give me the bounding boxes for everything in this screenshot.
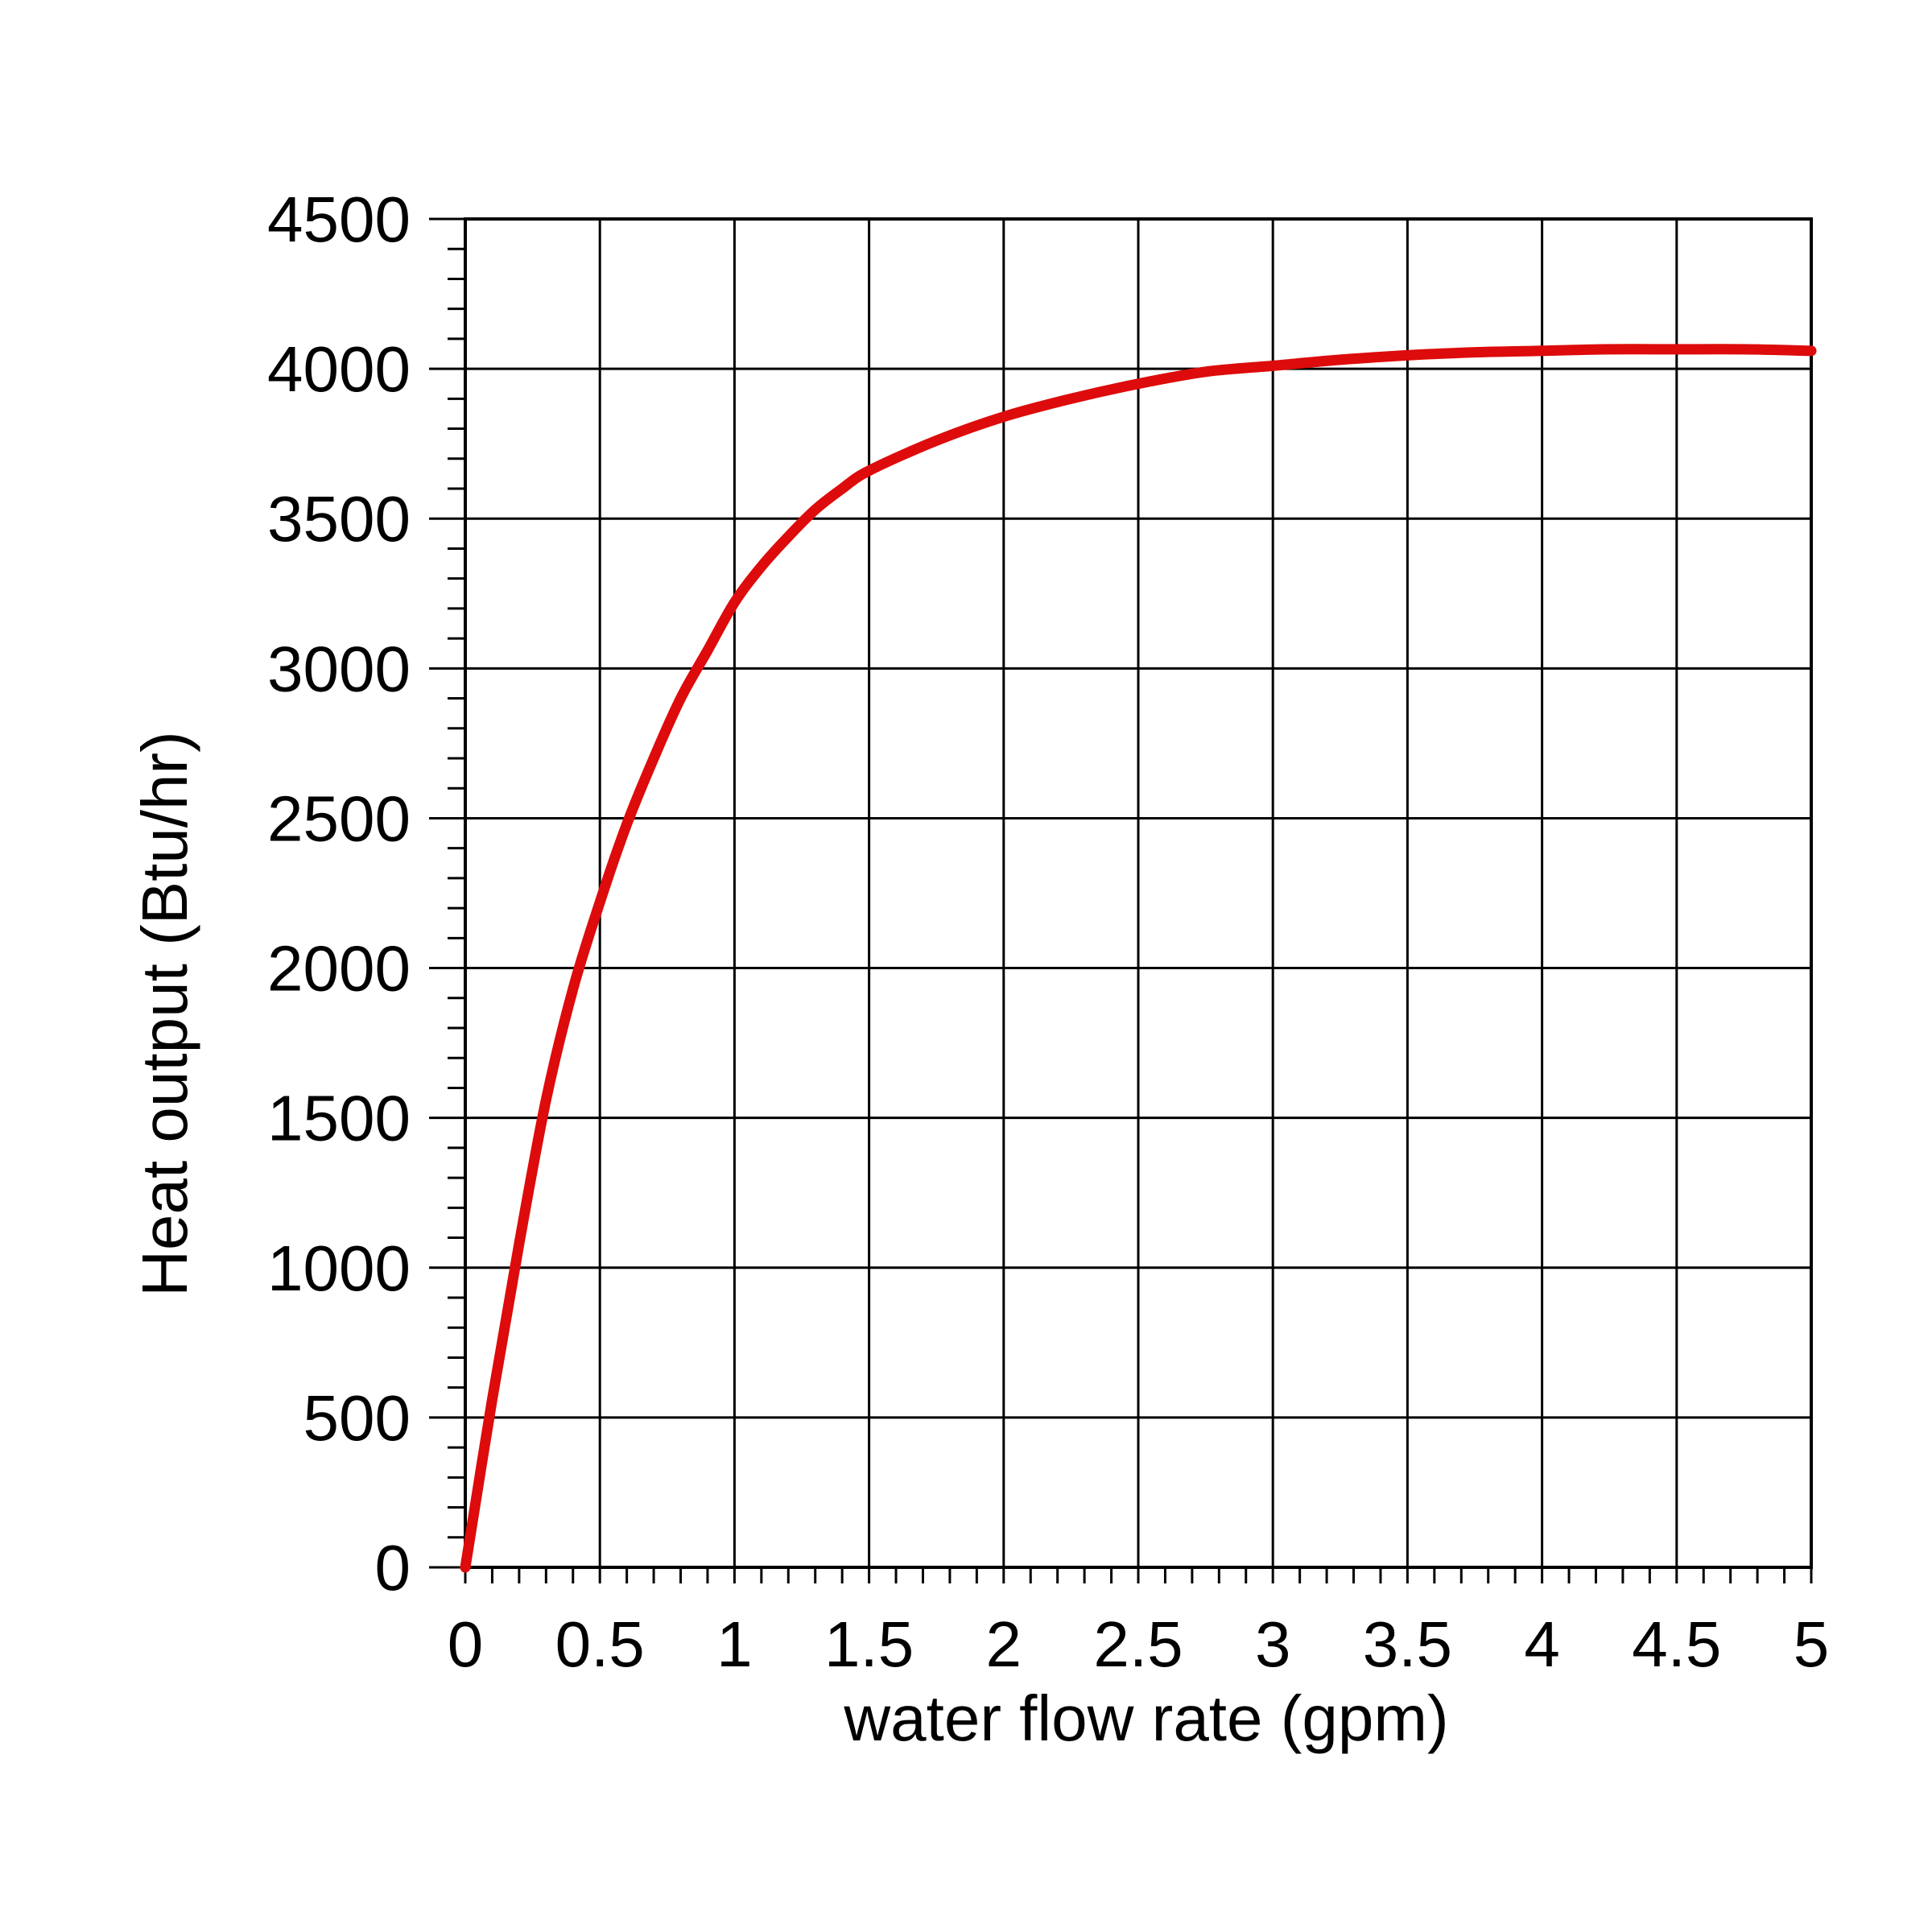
y-tick-label: 2000 <box>267 933 411 1005</box>
y-tick-label: 3500 <box>267 483 411 555</box>
plot-frame <box>464 217 1813 1569</box>
x-tick-label: 2.5 <box>1093 1608 1183 1680</box>
y-axis-title: Heat output (Btu/hr) <box>129 731 200 1297</box>
y-tick-label: 4500 <box>267 184 411 255</box>
y-tick-label: 2500 <box>267 782 411 854</box>
x-axis-title: water flow rate (gpm) <box>843 1682 1448 1754</box>
x-tick-label: 1.5 <box>824 1608 914 1680</box>
y-tick-label: 0 <box>375 1532 411 1604</box>
x-tick-label: 3 <box>1255 1608 1291 1680</box>
x-tick-label: 3.5 <box>1363 1608 1452 1680</box>
tick-labels: 0 0.5 1 1.5 2 2.5 3 3.5 4 4.5 5 0 500 1000 1500 2000 250… <box>267 184 1829 1680</box>
x-tick-label: 0.5 <box>555 1608 645 1680</box>
y-tick-label: 4000 <box>267 333 411 405</box>
series-line <box>460 344 1817 1573</box>
minor-ticks <box>448 247 1786 1583</box>
x-tick-label: 1 <box>716 1608 753 1680</box>
grid <box>429 217 1813 1583</box>
x-tick-label: 0 <box>448 1608 484 1680</box>
x-tick-label: 2 <box>986 1608 1022 1680</box>
x-tick-label: 4 <box>1524 1608 1560 1680</box>
x-tick-label: 5 <box>1794 1608 1830 1680</box>
y-tick-label: 1000 <box>267 1232 411 1304</box>
y-tick-label: 1500 <box>267 1083 411 1154</box>
y-tick-label: 500 <box>303 1382 411 1454</box>
x-tick-label: 4.5 <box>1632 1608 1721 1680</box>
y-tick-label: 3000 <box>267 633 411 704</box>
series <box>460 344 1817 1573</box>
